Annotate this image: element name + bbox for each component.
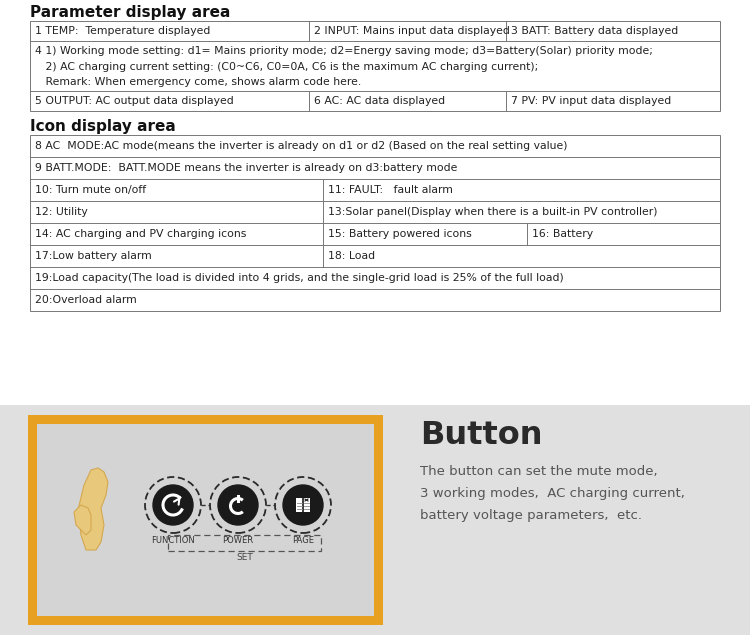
Text: 5 OUTPUT: AC output data displayed: 5 OUTPUT: AC output data displayed [35, 96, 234, 106]
Text: 15: Battery powered icons: 15: Battery powered icons [328, 229, 472, 239]
Bar [30, 21, 720, 111]
Bar [296, 498, 303, 512]
Text: The button can set the mute mode,
3 working modes,  AC charging current,
battery: The button can set the mute mode, 3 work… [420, 465, 685, 522]
Text: Button: Button [420, 420, 542, 451]
Circle shape [153, 485, 193, 525]
Text: 19:Load capacity(The load is divided into 4 grids, and the single-grid load is 2: 19:Load capacity(The load is divided int… [35, 273, 564, 283]
Text: 3 BATT: Battery data displayed: 3 BATT: Battery data displayed [511, 26, 678, 36]
Circle shape [218, 485, 258, 525]
Text: 11: FAULT:   fault alarm: 11: FAULT: fault alarm [328, 185, 453, 195]
Text: 2 INPUT: Mains input data displayed: 2 INPUT: Mains input data displayed [314, 26, 510, 36]
Text: 7 PV: PV input data displayed: 7 PV: PV input data displayed [511, 96, 671, 106]
Bar [28, 415, 383, 625]
Text: Parameter display area: Parameter display area [30, 5, 230, 20]
Bar [168, 535, 321, 551]
Text: 17:Low battery alarm: 17:Low battery alarm [35, 251, 152, 261]
Bar [0, 405, 750, 635]
Circle shape [283, 485, 323, 525]
Text: PAGE: PAGE [292, 536, 314, 545]
Text: FUNCTION: FUNCTION [151, 536, 195, 545]
Polygon shape [78, 468, 108, 550]
Text: 4 1) Working mode setting: d1= Mains priority mode; d2=Energy saving mode; d3=Ba: 4 1) Working mode setting: d1= Mains pri… [35, 46, 652, 87]
Text: Icon display area: Icon display area [30, 119, 176, 134]
Text: 6 AC: AC data displayed: 6 AC: AC data displayed [314, 96, 446, 106]
Bar [37, 424, 374, 616]
Bar [30, 135, 720, 311]
Text: 20:Overload alarm: 20:Overload alarm [35, 295, 136, 305]
Bar [303, 498, 310, 512]
Text: SET: SET [236, 553, 253, 562]
Text: POWER: POWER [223, 536, 254, 545]
Text: 13:Solar panel(Display when there is a built-in PV controller): 13:Solar panel(Display when there is a b… [328, 207, 658, 217]
Text: 10: Turn mute on/off: 10: Turn mute on/off [35, 185, 146, 195]
Bar [0, 0, 750, 405]
Text: 18: Load: 18: Load [328, 251, 375, 261]
Text: 1 TEMP:  Temperature displayed: 1 TEMP: Temperature displayed [35, 26, 210, 36]
Text: 9 BATT.MODE:  BATT.MODE means the inverter is already on d3:battery mode: 9 BATT.MODE: BATT.MODE means the inverte… [35, 163, 457, 173]
Text: 16: Battery: 16: Battery [532, 229, 593, 239]
Text: 12: Utility: 12: Utility [35, 207, 88, 217]
Polygon shape [74, 505, 91, 535]
Text: 8 AC  MODE:AC mode(means the inverter is already on d1 or d2 (Based on the real : 8 AC MODE:AC mode(means the inverter is … [35, 141, 568, 151]
Text: 14: AC charging and PV charging icons: 14: AC charging and PV charging icons [35, 229, 246, 239]
